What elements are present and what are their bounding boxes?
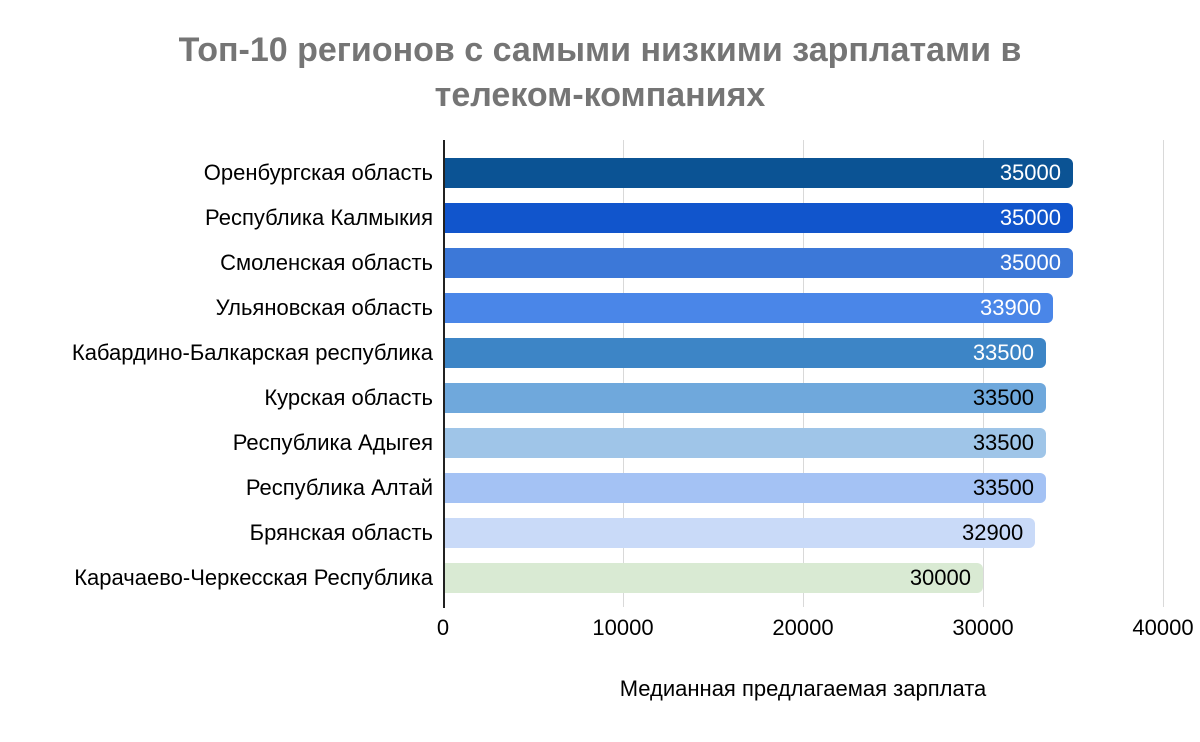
bar: 33900 [445, 293, 1054, 323]
bar-value-label: 33500 [972, 475, 1034, 500]
category-label: Ульяновская область [215, 295, 433, 320]
category-label: Республика Калмыкия [205, 205, 433, 230]
chart-title: Топ-10 регионов с самыми низкими зарплат… [0, 28, 1200, 118]
bar-value-label: 35000 [999, 205, 1061, 230]
bar: 30000 [445, 563, 983, 593]
bar: 35000 [445, 248, 1073, 278]
category-label: Оренбургская область [203, 160, 433, 185]
category-label: Карачаево-Черкесская Республика [74, 565, 433, 590]
x-tick-mark [1163, 593, 1164, 607]
bar: 33500 [445, 473, 1046, 503]
x-tick-mark [983, 593, 984, 607]
x-tick-label: 10000 [592, 615, 654, 640]
bar: 33500 [445, 428, 1046, 458]
category-label: Брянская область [249, 520, 433, 545]
bar-value-label: 35000 [999, 250, 1061, 275]
category-label: Республика Адыгея [232, 430, 433, 455]
category-label: Смоленская область [220, 250, 433, 275]
category-label: Кабардино-Балкарская республика [71, 340, 433, 365]
bar: 35000 [445, 158, 1073, 188]
bar-value-label: 30000 [909, 565, 971, 590]
x-tick-mark [803, 593, 804, 607]
category-label: Республика Алтай [245, 475, 433, 500]
x-tick-label: 30000 [952, 615, 1014, 640]
bar-value-label: 33900 [980, 295, 1042, 320]
bar-value-label: 33500 [972, 385, 1034, 410]
y-axis-line [443, 140, 445, 608]
bar: 33500 [445, 383, 1046, 413]
bar: 33500 [445, 338, 1046, 368]
chart-title-text: Топ-10 регионов с самыми низкими зарплат… [178, 31, 1022, 115]
bar-value-label: 33500 [972, 340, 1034, 365]
bar: 35000 [445, 203, 1073, 233]
bar-value-label: 32900 [962, 520, 1024, 545]
bar-value-label: 33500 [972, 430, 1034, 455]
bar-value-label: 35000 [999, 160, 1061, 185]
x-tick-label: 40000 [1132, 615, 1194, 640]
category-label: Курская область [264, 385, 433, 410]
x-tick-mark [623, 593, 624, 607]
x-tick-label: 0 [436, 615, 450, 640]
x-axis-title: Медианная предлагаемая зарплата [619, 676, 987, 701]
x-tick-label: 20000 [772, 615, 834, 640]
gridline [1163, 140, 1164, 593]
bar: 32900 [445, 518, 1036, 548]
